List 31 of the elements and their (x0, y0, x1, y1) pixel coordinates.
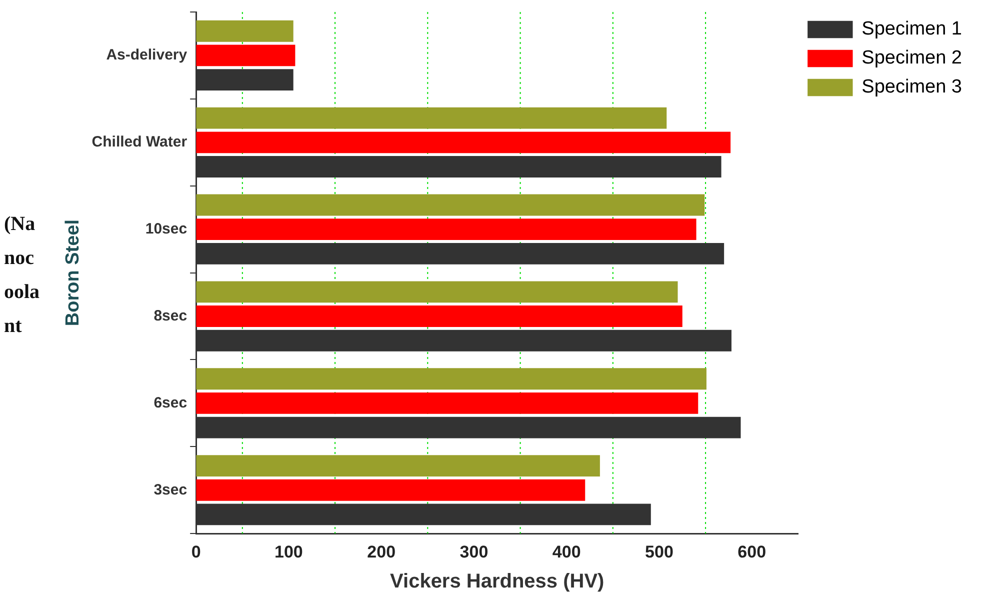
bar (196, 479, 586, 501)
bar (196, 44, 296, 66)
x-tick-label: 600 (738, 542, 766, 562)
x-tick-label: 300 (460, 542, 488, 562)
x-tick-label: 400 (552, 542, 581, 562)
bar (196, 194, 705, 216)
legend-label: Specimen 1 (862, 18, 962, 40)
y-tick-label: 6sec (154, 394, 188, 412)
x-tick-label: 0 (191, 542, 201, 562)
bar (196, 132, 731, 154)
bar (196, 281, 678, 303)
bar (196, 368, 706, 390)
bar (196, 306, 682, 327)
x-axis-title: Vickers Hardness (HV) (390, 570, 604, 593)
y-tick-label: 8sec (154, 307, 188, 324)
bar (196, 218, 696, 240)
y-axis-title: Boron Steel (62, 219, 84, 326)
bar (196, 455, 600, 476)
x-tick-label: 500 (645, 542, 674, 562)
y-tick-label: As-delivery (106, 46, 188, 64)
x-tick-label: 100 (274, 542, 303, 562)
legend-label: Specimen 2 (862, 48, 962, 69)
bar (196, 20, 294, 42)
x-tick-label: 200 (367, 542, 396, 562)
legend-label: Specimen 3 (862, 76, 962, 98)
y-tick-label: 3sec (154, 481, 188, 498)
y-tick-label: 10sec (145, 220, 188, 238)
bar (196, 107, 667, 129)
bar (196, 392, 698, 414)
text: (Nanocoolant (4, 213, 40, 337)
y-tick-label: Chilled Water (92, 134, 188, 151)
